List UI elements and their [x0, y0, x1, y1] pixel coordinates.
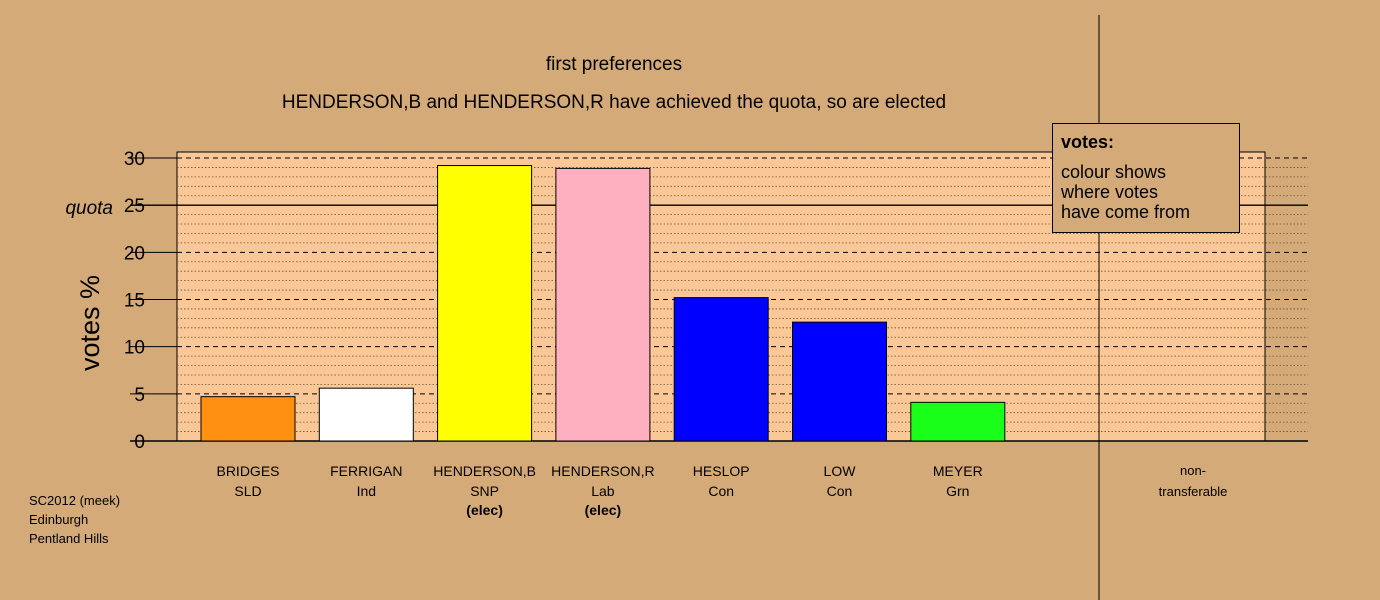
bar	[200, 396, 296, 442]
source-council: Edinburgh	[29, 512, 89, 527]
legend-title: votes:	[1061, 132, 1115, 152]
bar	[318, 387, 414, 442]
y-tick-label: 25	[124, 196, 145, 217]
candidate-name-label: BRIDGES	[216, 463, 279, 479]
y-tick-label: 15	[124, 291, 145, 312]
chart-title: first preferences	[546, 54, 682, 75]
party-label: Con	[827, 483, 853, 499]
y-tick-label: 30	[124, 149, 145, 170]
elected-label: (elec)	[585, 502, 622, 518]
party-label: SLD	[234, 483, 261, 499]
legend-line: have come from	[1061, 202, 1191, 222]
legend-line: where votes	[1061, 182, 1159, 202]
party-label: Con	[708, 483, 734, 499]
legend: votes: colour shows where votes have com…	[1052, 123, 1240, 233]
quota-label: quota	[65, 198, 113, 219]
non-transferable-label: non-	[1180, 463, 1206, 478]
elected-label: (elec)	[466, 502, 503, 518]
candidate-name-label: LOW	[824, 463, 857, 479]
legend-line: colour shows	[1061, 162, 1167, 182]
y-tick-label: 10	[124, 338, 145, 359]
bar	[437, 165, 533, 442]
candidate-name-label: HENDERSON,R	[551, 463, 654, 479]
candidate-name-label: HESLOP	[693, 463, 750, 479]
candidate-name-label: HENDERSON,B	[433, 463, 536, 479]
candidate-name-label: MEYER	[933, 463, 983, 479]
source-election: SC2012 (meek)	[29, 493, 121, 508]
bar	[910, 401, 1006, 442]
candidate-name-label: FERRIGAN	[330, 463, 402, 479]
y-axis-label: votes %	[75, 275, 105, 371]
party-label: Ind	[357, 483, 376, 499]
y-tick-label: 5	[134, 385, 145, 406]
source-note: SC2012 (meek) Edinburgh Pentland Hills	[29, 491, 120, 548]
party-label: Lab	[591, 483, 615, 499]
party-label: SNP	[470, 483, 499, 499]
y-tick-label: 0	[134, 432, 145, 453]
chart-subtitle: HENDERSON,B and HENDERSON,R have achieve…	[282, 92, 946, 113]
source-ward: Pentland Hills	[29, 531, 109, 546]
y-tick-label: 20	[124, 243, 145, 264]
bar	[792, 321, 887, 442]
bar	[555, 167, 651, 442]
non-transferable-label: transferable	[1159, 484, 1228, 499]
party-label: Grn	[946, 483, 969, 499]
bar	[673, 297, 769, 442]
